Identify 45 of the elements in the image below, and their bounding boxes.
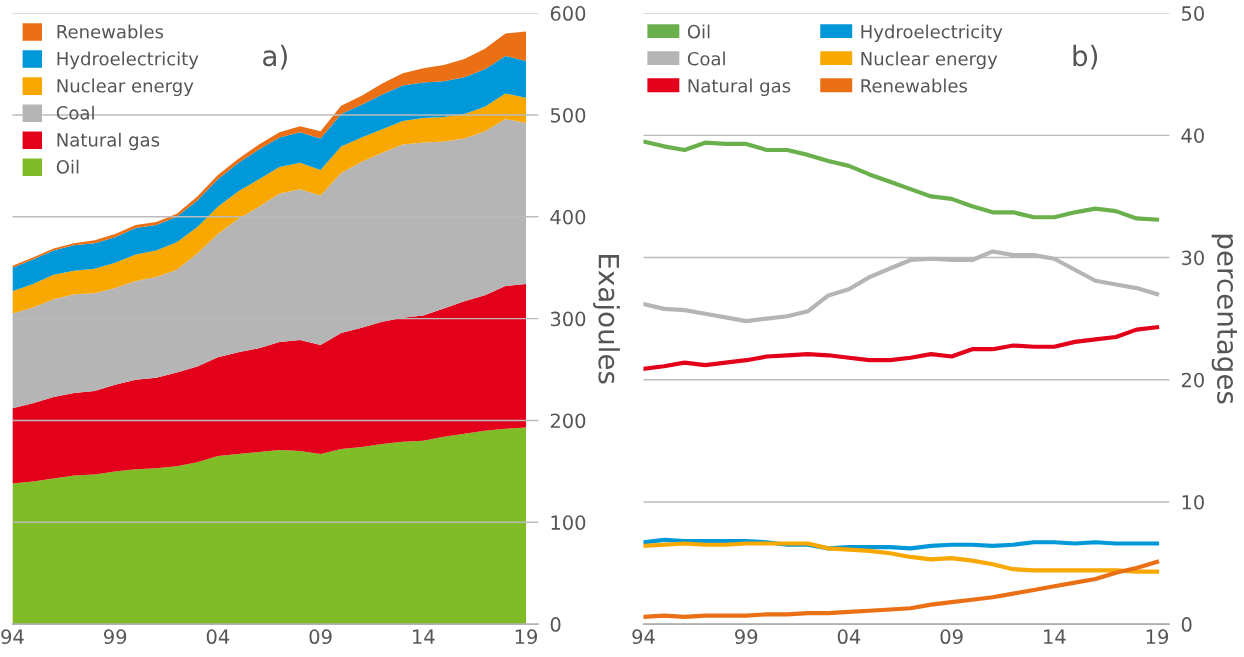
line-series	[643, 541, 1160, 574]
y-tick-label: 50	[1181, 6, 1204, 21]
text: a)	[263, 44, 287, 70]
x-tick-label: 04	[206, 629, 230, 645]
legend-label: Coal	[687, 51, 725, 66]
y-tick-label: 10	[1182, 494, 1204, 510]
y-tick-label: 500	[550, 107, 586, 123]
x-tick-label: 99	[735, 629, 758, 645]
y-tick-label: 100	[551, 515, 586, 530]
y-tick-label: 30	[1181, 250, 1204, 266]
y-tick-label: 40	[1181, 128, 1204, 144]
y-tick-label: 0	[550, 617, 561, 632]
legend-label: Coal	[56, 105, 94, 120]
legend-label: Oil	[687, 24, 710, 39]
legend-label: Nuclear energy	[861, 51, 998, 70]
x-tick-label: 19	[1146, 629, 1169, 645]
line-series	[643, 559, 1160, 619]
legend-label: Renewables	[57, 24, 164, 39]
x-tick-label: 09	[940, 629, 963, 645]
x-tick-label: 94	[1, 629, 24, 645]
legend-label: Hydroelectricity	[57, 51, 199, 70]
x-tick-label: 04	[837, 629, 861, 645]
legend-label: Natural gas	[57, 132, 160, 151]
legend-label: Hydroelectricity	[861, 24, 1003, 42]
line-series	[643, 325, 1160, 371]
y-tick-label: 600	[550, 6, 586, 21]
text: b)	[1073, 44, 1098, 70]
legend-label: Renewables	[861, 78, 968, 93]
x-tick-label: 99	[104, 629, 127, 645]
y-axis-title: percentages	[1211, 234, 1237, 404]
x-tick-label: 94	[632, 629, 655, 645]
y-tick-label: 20	[1181, 372, 1204, 388]
legend-label: Nuclear energy	[57, 78, 194, 97]
x-tick-label: 19	[515, 629, 537, 645]
x-tick-label: 14	[413, 629, 435, 644]
legend-label: Natural gas	[688, 78, 791, 97]
y-axis-title: Exajoules	[592, 255, 620, 384]
x-tick-label: 14	[1044, 629, 1066, 644]
y-tick-label: 200	[550, 413, 586, 429]
legend-label: Oil	[56, 159, 79, 174]
y-tick-label: 0	[1181, 617, 1192, 632]
y-tick-label: 400	[550, 209, 586, 225]
line-series	[643, 139, 1160, 222]
x-tick-label: 09	[309, 629, 332, 645]
y-tick-label: 300	[550, 311, 586, 327]
